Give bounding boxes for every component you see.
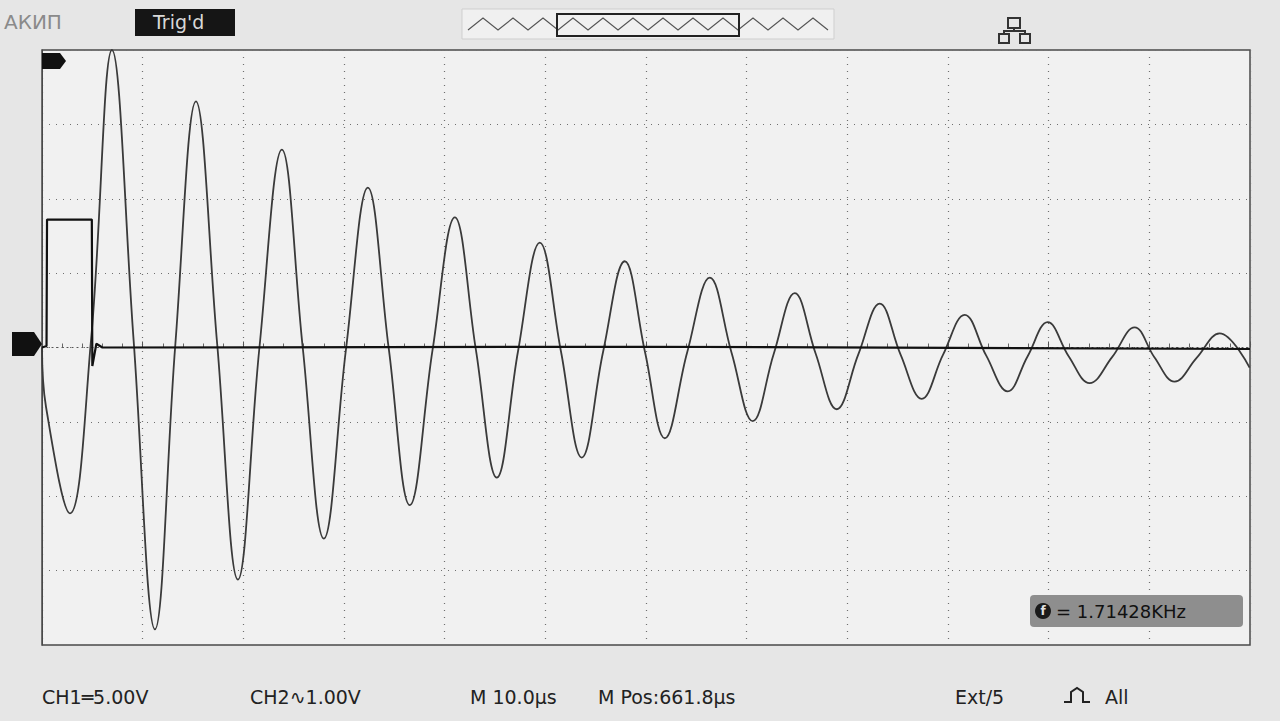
svg-text:CH1═5.00V: CH1═5.00V xyxy=(42,686,148,708)
svg-text:= 1.71428KHz: = 1.71428KHz xyxy=(1056,601,1186,622)
svg-text:f: f xyxy=(1040,604,1046,618)
svg-text:Trig'd: Trig'd xyxy=(152,11,204,33)
svg-text:Ext/5: Ext/5 xyxy=(955,686,1004,708)
svg-text:M 10.0µs: M 10.0µs xyxy=(470,686,557,708)
svg-text:All: All xyxy=(1105,686,1129,708)
svg-text:АКИП: АКИП xyxy=(4,10,62,34)
svg-text:CH2∿1.00V: CH2∿1.00V xyxy=(250,686,361,708)
svg-text:M Pos:661.8µs: M Pos:661.8µs xyxy=(598,686,736,708)
